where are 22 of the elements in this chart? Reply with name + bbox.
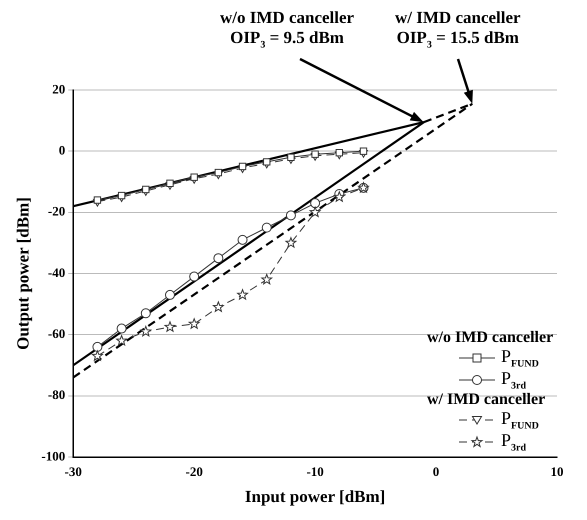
legend-label: P$_{3rd}$ (501, 368, 526, 392)
annotation: w/o IMD canceller (427, 329, 554, 347)
legend-label: P$_{FUND}$ (501, 408, 539, 432)
x-tick-label: 0 (432, 464, 440, 480)
y-tick-label: -100 (41, 448, 66, 464)
y-tick-label: -40 (48, 264, 66, 280)
y-tick-label: -80 (48, 387, 66, 402)
y-tick-label: 20 (52, 81, 66, 96)
x-axis-title: Input power [dBm] (244, 487, 386, 506)
text: w/o IMD canceller OIP$_{3}$ = 9.5 dBm (220, 8, 354, 52)
x-tick-label: -10 (306, 464, 324, 480)
text: w/ IMD canceller OIP$_{3}$ = 15.5 dBm (395, 8, 521, 52)
annotation: w/ IMD canceller (427, 391, 546, 409)
x-tick-label: -30 (64, 464, 82, 480)
y-axis-title: Output power [dBm] (14, 197, 33, 350)
legend-label: P$_{3rd}$ (501, 430, 526, 454)
y-tick-label: -20 (48, 204, 66, 219)
x-tick-label: 10 (550, 464, 564, 480)
y-tick-label: -60 (48, 326, 66, 342)
x-tick-label: -20 (186, 464, 203, 480)
y-tick-label: 0 (58, 142, 66, 158)
legend-label: P$_{FUND}$ (501, 346, 539, 370)
